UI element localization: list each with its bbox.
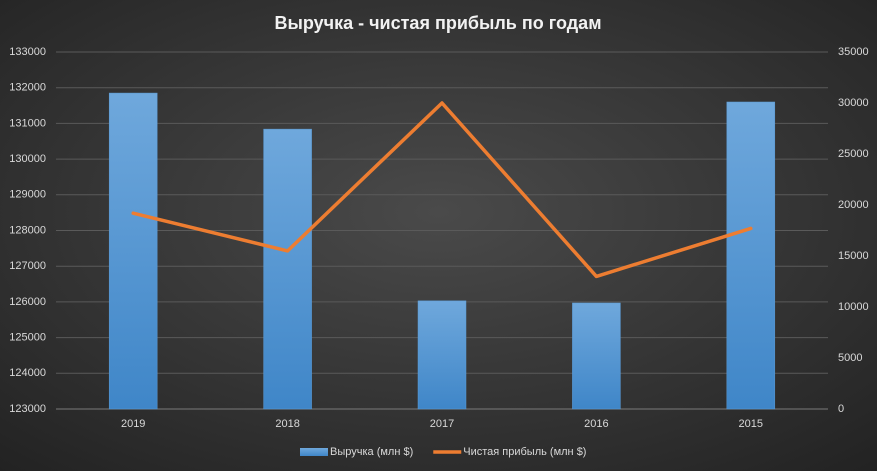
y-tick-label: 133000 bbox=[9, 46, 46, 58]
x-tick-label: 2017 bbox=[430, 418, 454, 430]
y-tick-label: 129000 bbox=[9, 189, 46, 201]
x-tick-label: 2015 bbox=[739, 418, 763, 430]
legend-marker bbox=[300, 448, 328, 456]
y2-tick-label: 0 bbox=[838, 403, 844, 415]
legend-label: Выручка (млн $) bbox=[330, 446, 413, 458]
bar bbox=[572, 302, 621, 410]
y2-tick-label: 25000 bbox=[838, 148, 869, 160]
x-tick-label: 2019 bbox=[121, 418, 145, 430]
line-series bbox=[131, 101, 753, 279]
y-tick-label: 125000 bbox=[9, 332, 46, 344]
y-tick-label: 128000 bbox=[9, 224, 46, 236]
bar bbox=[726, 101, 776, 410]
bar bbox=[108, 92, 158, 410]
bar bbox=[417, 300, 467, 410]
y-tick-label: 124000 bbox=[9, 367, 46, 379]
y-tick-label: 131000 bbox=[9, 117, 46, 129]
x-tick-label: 2016 bbox=[584, 418, 608, 430]
y2-tick-label: 20000 bbox=[838, 199, 869, 211]
y2-tick-label: 30000 bbox=[838, 97, 869, 109]
y2-tick-label: 15000 bbox=[838, 250, 869, 262]
y2-tick-label: 10000 bbox=[838, 301, 869, 313]
y-tick-label: 126000 bbox=[9, 296, 46, 308]
y-tick-label: 127000 bbox=[9, 260, 46, 272]
legend-label: Чистая прибыль (млн $) bbox=[463, 446, 586, 458]
y2-tick-label: 35000 bbox=[838, 46, 869, 58]
y-tick-label: 132000 bbox=[9, 82, 46, 94]
chart-title: Выручка - чистая прибыль по годам bbox=[274, 13, 601, 33]
y2-tick-label: 5000 bbox=[838, 352, 862, 364]
x-tick-label: 2018 bbox=[275, 418, 299, 430]
bar bbox=[263, 128, 312, 410]
y-tick-label: 123000 bbox=[9, 403, 46, 415]
y-tick-label: 130000 bbox=[9, 153, 46, 165]
